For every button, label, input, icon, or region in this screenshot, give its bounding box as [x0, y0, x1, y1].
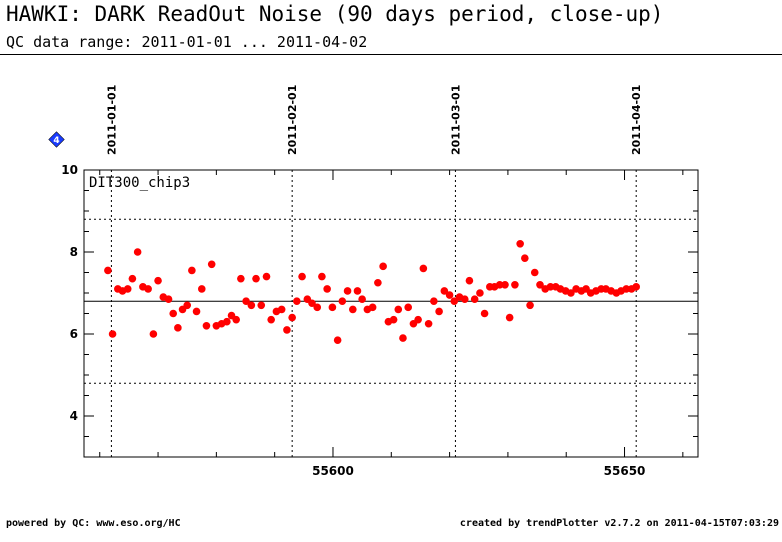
data-point	[450, 297, 459, 306]
chart-title: HAWKI: DARK ReadOut Noise (90 days perio…	[6, 2, 664, 26]
data-point	[368, 303, 377, 312]
data-point	[424, 319, 433, 328]
data-point	[283, 326, 291, 334]
data-point	[318, 272, 326, 281]
data-point	[501, 281, 509, 289]
data-point	[104, 266, 112, 275]
data-point	[123, 285, 132, 293]
y-tick-label: 10	[61, 163, 78, 177]
data-point	[288, 313, 296, 322]
flag-marker-icon: 4	[48, 131, 65, 148]
data-point	[567, 289, 575, 297]
y-tick-label: 6	[70, 327, 78, 341]
data-point	[480, 309, 489, 318]
data-point	[308, 299, 316, 308]
data-point	[530, 268, 539, 277]
flag-marker-label: 4	[53, 136, 59, 146]
data-point	[399, 334, 407, 342]
data-point	[252, 274, 260, 283]
data-point	[313, 303, 322, 312]
data-point	[202, 322, 211, 330]
x-tick-label: 55650	[604, 464, 646, 478]
data-point	[353, 287, 362, 295]
data-point	[128, 274, 137, 283]
data-point	[358, 295, 366, 303]
data-point	[536, 281, 544, 289]
data-point	[389, 315, 398, 324]
data-point	[108, 330, 117, 338]
data-point	[144, 285, 152, 293]
data-point	[328, 303, 337, 312]
data-point	[516, 240, 524, 248]
data-point	[164, 295, 173, 303]
data-point	[237, 274, 245, 283]
data-point	[440, 287, 449, 295]
data-point	[169, 309, 178, 318]
data-point	[338, 297, 347, 306]
x-tick-label: 55600	[312, 464, 354, 478]
data-point	[247, 301, 256, 310]
data-point	[526, 301, 534, 310]
data-point	[445, 291, 454, 299]
data-point	[192, 307, 201, 316]
panel-label: DIT300_chip3	[89, 175, 190, 191]
data-point	[470, 295, 479, 303]
data-point	[174, 324, 182, 332]
data-point	[149, 330, 158, 338]
data-point	[374, 278, 382, 287]
data-point	[435, 307, 443, 316]
data-point	[293, 297, 301, 306]
data-point	[546, 283, 555, 291]
data-point	[223, 317, 231, 326]
data-point	[242, 297, 250, 306]
data-point	[197, 285, 206, 293]
data-point	[257, 301, 266, 310]
data-point	[404, 303, 413, 312]
data-point	[460, 295, 469, 303]
data-point	[430, 297, 438, 306]
date-marker-label: 2011-02-01	[286, 85, 299, 155]
data-point	[232, 315, 240, 324]
data-point	[298, 272, 306, 281]
date-marker-label: 2011-04-01	[630, 85, 643, 155]
data-point	[476, 289, 484, 297]
date-marker-label: 2011-03-01	[449, 85, 462, 155]
data-point	[632, 283, 640, 291]
footer-powered-by: powered by QC: www.eso.org/HC	[6, 518, 181, 529]
chart-subtitle: QC data range: 2011-01-01 ... 2011-04-02	[6, 33, 368, 51]
data-point	[277, 305, 286, 314]
y-tick-label: 4	[70, 409, 78, 423]
data-point	[349, 305, 357, 314]
data-point	[267, 315, 275, 324]
data-point	[465, 276, 474, 285]
data-point	[154, 276, 162, 285]
y-tick-label: 8	[70, 245, 78, 259]
data-point	[188, 266, 196, 275]
data-point	[622, 285, 631, 293]
data-point	[414, 315, 422, 324]
data-point	[419, 264, 428, 273]
data-point	[511, 281, 519, 289]
data-point	[333, 336, 342, 344]
data-point	[133, 248, 142, 256]
data-point	[183, 301, 192, 310]
data-point	[207, 260, 216, 269]
data-point	[521, 254, 529, 262]
data-point	[394, 305, 403, 314]
header-divider	[0, 54, 782, 55]
data-point	[323, 285, 331, 293]
date-marker-label: 2011-01-01	[105, 85, 118, 155]
data-point	[495, 281, 504, 289]
data-point	[505, 313, 514, 322]
data-point	[379, 262, 387, 271]
footer-created-by: created by trendPlotter v2.7.2 on 2011-0…	[459, 518, 779, 529]
data-point	[343, 287, 352, 295]
data-point	[262, 272, 271, 281]
